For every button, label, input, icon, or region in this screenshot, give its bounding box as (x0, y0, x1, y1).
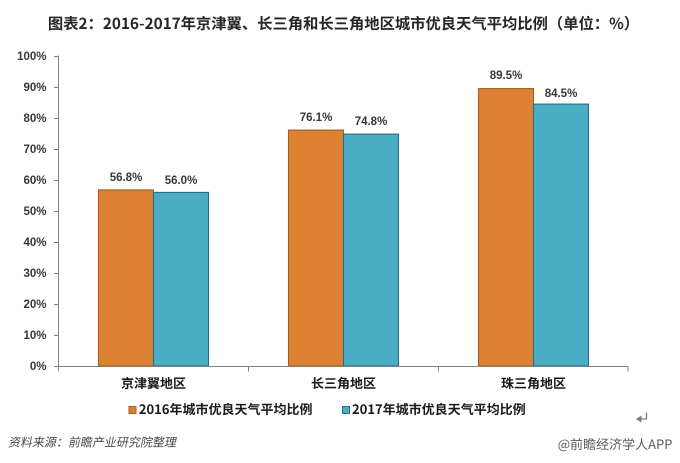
svg-text:76.1%: 76.1% (300, 112, 333, 124)
svg-text:30%: 30% (23, 268, 46, 280)
svg-text:50%: 50% (23, 206, 46, 218)
svg-text:80%: 80% (23, 113, 46, 125)
svg-text:10%: 10% (23, 330, 46, 342)
svg-text:56.8%: 56.8% (110, 172, 143, 184)
svg-text:70%: 70% (23, 144, 46, 156)
svg-text:90%: 90% (23, 82, 46, 94)
svg-text:56.0%: 56.0% (165, 175, 198, 187)
svg-text:89.5%: 89.5% (490, 70, 523, 82)
svg-text:84.5%: 84.5% (545, 88, 578, 100)
svg-text:100%: 100% (17, 51, 46, 63)
svg-text:0%: 0% (30, 361, 47, 373)
svg-text:40%: 40% (23, 237, 46, 249)
svg-text:60%: 60% (23, 175, 46, 187)
svg-text:20%: 20% (23, 299, 46, 311)
svg-text:74.8%: 74.8% (355, 116, 388, 128)
